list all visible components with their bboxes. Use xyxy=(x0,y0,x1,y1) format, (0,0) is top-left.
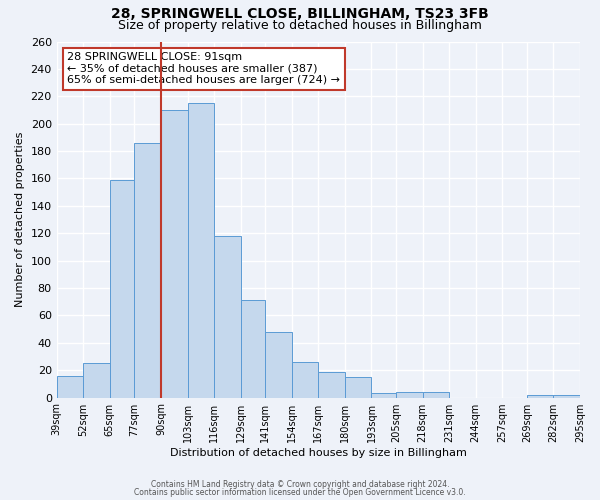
Bar xyxy=(319,372,345,398)
Bar xyxy=(371,394,396,398)
Bar xyxy=(187,103,214,398)
Text: Contains public sector information licensed under the Open Government Licence v3: Contains public sector information licen… xyxy=(134,488,466,497)
Bar xyxy=(83,364,110,398)
Bar xyxy=(527,395,553,398)
Y-axis label: Number of detached properties: Number of detached properties xyxy=(15,132,25,307)
Text: Contains HM Land Registry data © Crown copyright and database right 2024.: Contains HM Land Registry data © Crown c… xyxy=(151,480,449,489)
Bar xyxy=(422,392,449,398)
Text: 28, SPRINGWELL CLOSE, BILLINGHAM, TS23 3FB: 28, SPRINGWELL CLOSE, BILLINGHAM, TS23 3… xyxy=(111,8,489,22)
Bar xyxy=(161,110,187,398)
Bar xyxy=(110,180,134,398)
Bar xyxy=(553,395,580,398)
X-axis label: Distribution of detached houses by size in Billingham: Distribution of detached houses by size … xyxy=(170,448,467,458)
Bar xyxy=(214,236,241,398)
Bar xyxy=(292,362,319,398)
Bar xyxy=(345,377,371,398)
Bar xyxy=(396,392,422,398)
Text: 28 SPRINGWELL CLOSE: 91sqm
← 35% of detached houses are smaller (387)
65% of sem: 28 SPRINGWELL CLOSE: 91sqm ← 35% of deta… xyxy=(67,52,340,86)
Bar xyxy=(265,332,292,398)
Bar xyxy=(134,143,161,398)
Bar xyxy=(241,300,265,398)
Text: Size of property relative to detached houses in Billingham: Size of property relative to detached ho… xyxy=(118,19,482,32)
Bar xyxy=(56,376,83,398)
